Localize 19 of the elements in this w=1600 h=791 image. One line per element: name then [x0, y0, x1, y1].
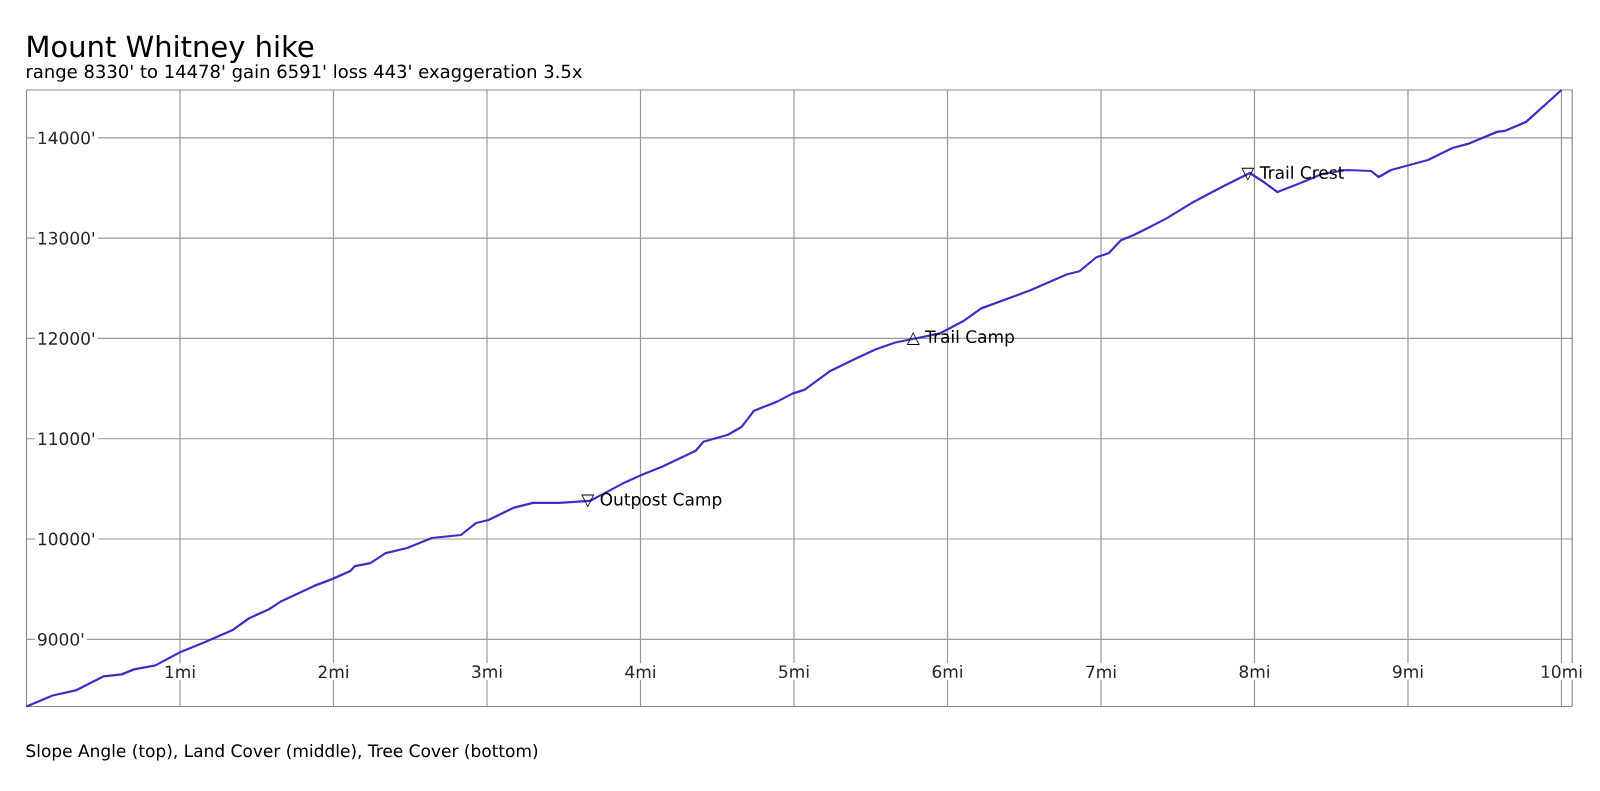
x-tick-label: 4mi [625, 665, 655, 679]
x-tick-label: 10mi [1541, 664, 1582, 679]
y-tick-label: 9000' [37, 632, 84, 646]
x-tick-label: 9mi [1392, 664, 1423, 679]
x-tick-label: 5mi [779, 664, 809, 679]
x-tick-label: 6mi [932, 664, 962, 679]
x-tick-label: 3mi [472, 664, 502, 679]
y-tick-label: 11000' [38, 432, 95, 446]
text: Slope Angle (top), Land Cover (middle), Tree Cover (bottom) [26, 744, 538, 761]
x-tick-label: 8mi [1239, 664, 1269, 679]
y-tick-label: 14000' [38, 131, 95, 145]
y-tick-label: 10000' [38, 532, 95, 546]
x-tick-label: 7mi [1086, 665, 1116, 679]
x-tick-label: 2mi [318, 665, 348, 679]
y-tick-label: 12000' [38, 332, 95, 345]
x-tick-label: 1mi [165, 665, 195, 679]
chart-title: Mount Whitney hike [28, 34, 314, 64]
chart-subtitle: range 8330' to 14478' gain 6591' loss 443' exaggeration 3.5x [27, 64, 582, 82]
y-tick-label: 13000' [38, 231, 95, 245]
